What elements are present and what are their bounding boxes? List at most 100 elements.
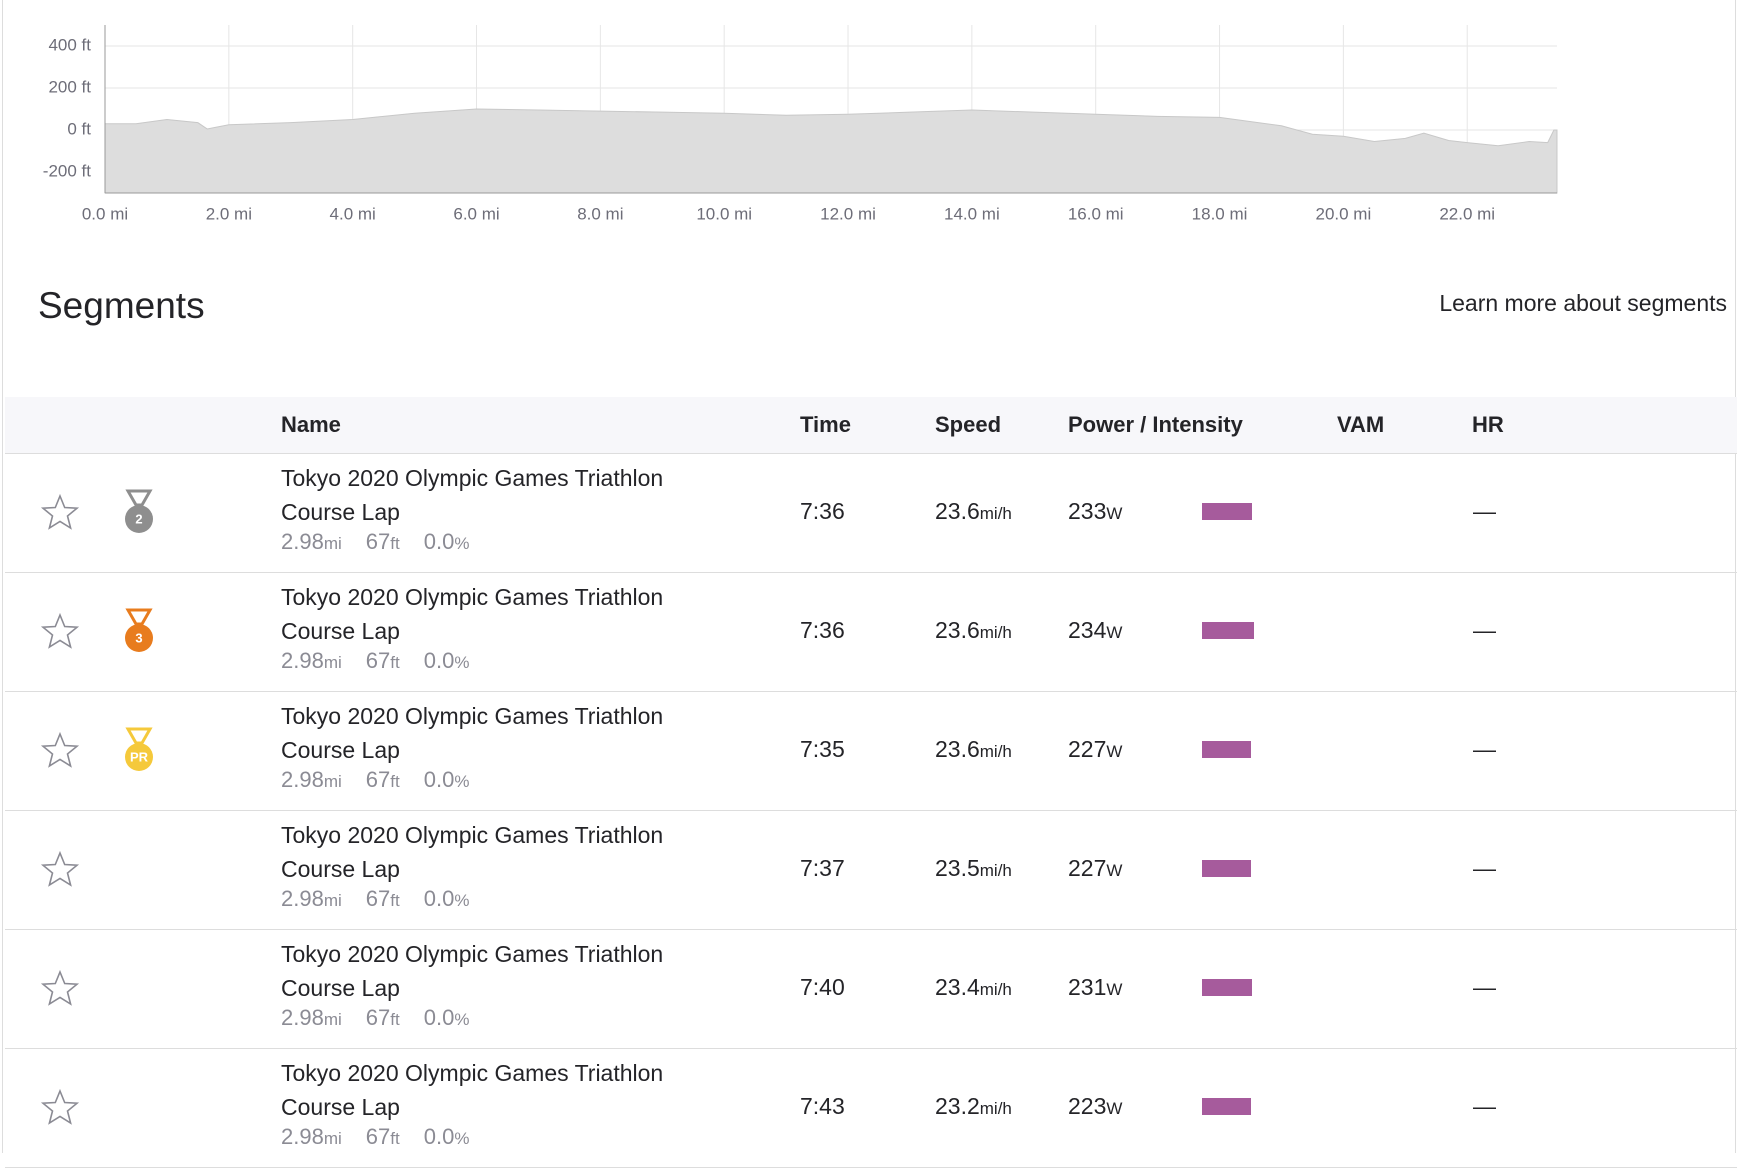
speed-value: 23.4	[935, 974, 980, 1000]
unit: mi	[323, 653, 342, 672]
segment-stats: 2.98mi 67ft 0.0%	[281, 648, 469, 674]
segment-stats: 2.98mi 67ft 0.0%	[281, 1005, 469, 1031]
time: 7:36	[800, 617, 845, 643]
star-button[interactable]	[40, 612, 80, 652]
segment-name[interactable]: Tokyo 2020 Olympic Games Triathlon Cours…	[281, 703, 664, 763]
x-tick-label: 14.0 mi	[944, 204, 1000, 223]
x-tick-label: 16.0 mi	[1068, 204, 1124, 223]
segment-stats: 2.98mi 67ft 0.0%	[281, 529, 469, 555]
medal-disc	[125, 624, 153, 652]
segment-row[interactable]: Tokyo 2020 Olympic Games Triathlon Cours…	[5, 929, 1737, 1049]
table-header: Name Time Speed Power / Intensity VAM HR	[5, 397, 1737, 454]
speed-value: 23.5	[935, 855, 980, 881]
power-value: 234	[1068, 617, 1107, 643]
star-icon	[40, 969, 80, 1006]
intensity-bar	[1202, 1098, 1251, 1115]
column-header: Speed	[935, 412, 1002, 437]
star-button[interactable]	[40, 850, 80, 890]
x-tick-label: 12.0 mi	[820, 204, 876, 223]
unit: %	[454, 1010, 470, 1029]
star-button[interactable]	[40, 969, 80, 1009]
x-tick-label: 20.0 mi	[1316, 204, 1372, 223]
segment-row[interactable]: 3 Tokyo 2020 Olympic Games Triathlon Cour…	[5, 572, 1737, 692]
power: 231W	[1068, 974, 1122, 1001]
star-button[interactable]	[40, 731, 80, 771]
power-value: 231	[1068, 974, 1107, 1000]
distance: 2.98	[281, 648, 324, 673]
unit: ft	[390, 534, 400, 553]
unit: W	[1106, 1099, 1123, 1118]
stat: 2.98mi	[281, 1005, 342, 1030]
unit: %	[454, 653, 470, 672]
unit: W	[1106, 742, 1123, 761]
column-header: Power / Intensity	[1068, 412, 1243, 437]
segment-stats: 2.98mi 67ft 0.0%	[281, 886, 469, 912]
unit: mi/h	[979, 504, 1012, 523]
intensity-bar	[1202, 979, 1252, 996]
stat: 67ft	[366, 1005, 400, 1030]
power: 223W	[1068, 1093, 1122, 1120]
medal-icon: 3	[125, 608, 153, 652]
heart-rate: —	[1473, 855, 1496, 881]
star-button[interactable]	[40, 493, 80, 533]
speed: 23.2mi/h	[935, 1093, 1012, 1120]
unit: %	[454, 891, 470, 910]
x-tick-label: 10.0 mi	[696, 204, 752, 223]
stat: 2.98mi	[281, 886, 342, 911]
unit: W	[1106, 980, 1123, 999]
speed: 23.4mi/h	[935, 974, 1012, 1001]
grade: 0.0	[423, 648, 455, 673]
segment-name[interactable]: Tokyo 2020 Olympic Games Triathlon Cours…	[281, 1060, 664, 1120]
x-tick-label: 0.0 mi	[82, 204, 128, 223]
column-header: Name	[281, 412, 341, 437]
intensity-bar	[1202, 622, 1254, 639]
segment-row[interactable]: Tokyo 2020 Olympic Games Triathlon Cours…	[5, 1048, 1737, 1168]
x-tick-label: 2.0 mi	[206, 204, 252, 223]
segment-row[interactable]: PR Tokyo 2020 Olympic Games Triathlon Cou…	[5, 691, 1737, 811]
medal-icon: 2	[125, 489, 153, 533]
y-tick-label: 0 ft	[67, 119, 91, 138]
segment-name[interactable]: Tokyo 2020 Olympic Games Triathlon Cours…	[281, 465, 664, 525]
grade: 0.0	[423, 767, 455, 792]
unit: mi/h	[979, 742, 1012, 761]
time: 7:36	[800, 498, 845, 524]
stat: 0.0%	[424, 886, 470, 911]
distance: 2.98	[281, 767, 324, 792]
segment-row[interactable]: 2 Tokyo 2020 Olympic Games Triathlon Cour…	[5, 453, 1737, 573]
power-value: 223	[1068, 1093, 1107, 1119]
column-header: VAM	[1337, 412, 1385, 437]
power: 234W	[1068, 617, 1122, 644]
power-value: 227	[1068, 736, 1107, 762]
elevation: 67	[365, 1005, 391, 1030]
y-tick-label: -200 ft	[43, 161, 91, 180]
elevation-chart: -200 ft 0 ft 200 ft 400 ft 0.0 mi 2.0 mi 4.0 m…	[43, 25, 1558, 223]
star-icon	[40, 612, 80, 649]
speed-value: 23.2	[935, 1093, 980, 1119]
unit: ft	[390, 1129, 400, 1148]
stat: 67ft	[366, 767, 400, 792]
segment-name[interactable]: Tokyo 2020 Olympic Games Triathlon Cours…	[281, 941, 664, 1001]
stat: 0.0%	[424, 648, 470, 673]
segment-name[interactable]: Tokyo 2020 Olympic Games Triathlon Cours…	[281, 584, 664, 644]
segment-row[interactable]: Tokyo 2020 Olympic Games Triathlon Cours…	[5, 810, 1737, 930]
intensity-bar	[1202, 860, 1251, 877]
speed: 23.6mi/h	[935, 498, 1012, 525]
segment-stats: 2.98mi 67ft 0.0%	[281, 767, 469, 793]
power-value: 233	[1068, 498, 1107, 524]
unit: mi	[323, 772, 342, 791]
unit: W	[1106, 623, 1123, 642]
medal-label: 2	[135, 511, 142, 526]
intensity-bar	[1202, 503, 1252, 520]
segment-name[interactable]: Tokyo 2020 Olympic Games Triathlon Cours…	[281, 822, 664, 882]
speed-value: 23.6	[935, 736, 980, 762]
heart-rate: —	[1473, 617, 1496, 643]
stat: 67ft	[366, 529, 400, 554]
stat: 67ft	[366, 1124, 400, 1149]
y-tick-label: 200 ft	[48, 77, 91, 96]
learn-more-link[interactable]: Learn more about segments	[1439, 290, 1727, 316]
star-button[interactable]	[40, 1088, 80, 1128]
grade: 0.0	[423, 1124, 455, 1149]
unit: W	[1106, 861, 1123, 880]
stat: 67ft	[366, 886, 400, 911]
